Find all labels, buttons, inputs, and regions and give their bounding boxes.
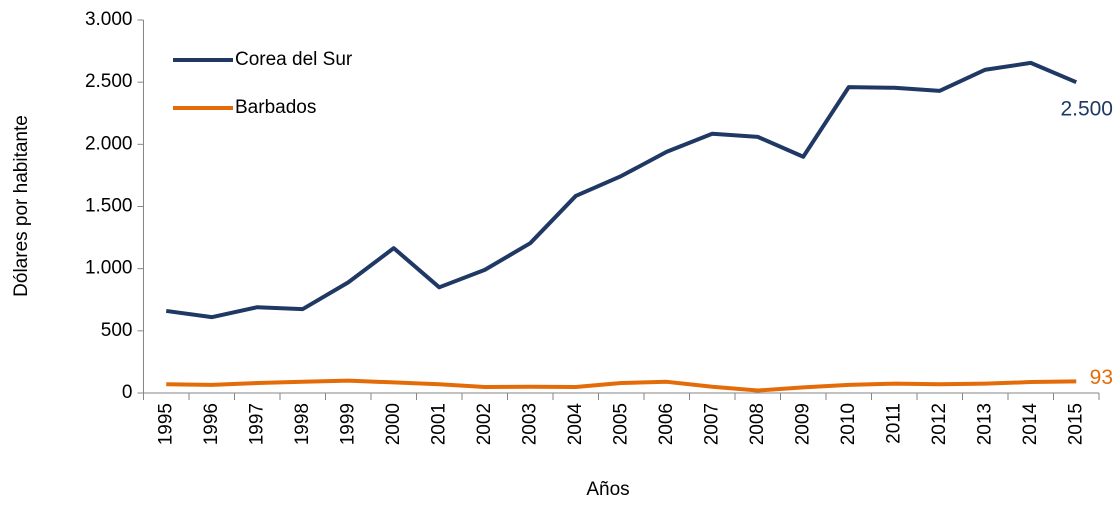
x-tick-label: 2013 [974, 403, 995, 445]
x-tick-label: 2006 [656, 403, 677, 445]
x-tick-label: 2005 [610, 403, 631, 445]
x-tick-label: 2012 [929, 403, 950, 445]
x-tick-label: 2014 [1020, 403, 1041, 446]
y-axis-title: Dólares por habitante [11, 115, 32, 297]
y-tick-label: 2.000 [85, 133, 133, 154]
x-tick-label: 2011 [883, 403, 904, 444]
x-axis-title: Años [586, 479, 629, 500]
x-tick-label: 2009 [792, 403, 813, 445]
x-tick-label: 2015 [1065, 403, 1086, 445]
x-tick-label: 1999 [337, 403, 358, 445]
data-label: 93 [1090, 366, 1113, 389]
y-tick-label: 1.000 [85, 258, 133, 279]
y-tick-label: 500 [101, 320, 133, 341]
x-tick-label: 1997 [246, 403, 267, 445]
x-tick-label: 2003 [519, 403, 540, 445]
y-tick-label: 0 [122, 382, 133, 403]
x-tick-label: 2002 [474, 403, 495, 445]
data-label: 2.500 [1060, 98, 1113, 121]
x-tick-label: 2007 [701, 403, 722, 445]
y-tick-label: 3.000 [85, 9, 133, 30]
x-tick-label: 1998 [292, 403, 313, 445]
y-tick-label: 1.500 [85, 196, 133, 217]
x-tick-label: 2008 [747, 403, 768, 445]
x-tick-label: 2004 [565, 403, 586, 446]
legend-label: Corea del Sur [235, 49, 353, 70]
x-tick-label: 2001 [428, 403, 449, 445]
legend-label: Barbados [235, 97, 316, 118]
x-tick-label: 1996 [201, 403, 222, 445]
x-tick-label: 1995 [155, 403, 176, 445]
y-tick-label: 2.500 [85, 71, 133, 92]
series-line [165, 60, 1078, 320]
x-tick-label: 2000 [383, 403, 404, 445]
x-tick-label: 2010 [838, 403, 859, 445]
series-line [166, 378, 1077, 393]
